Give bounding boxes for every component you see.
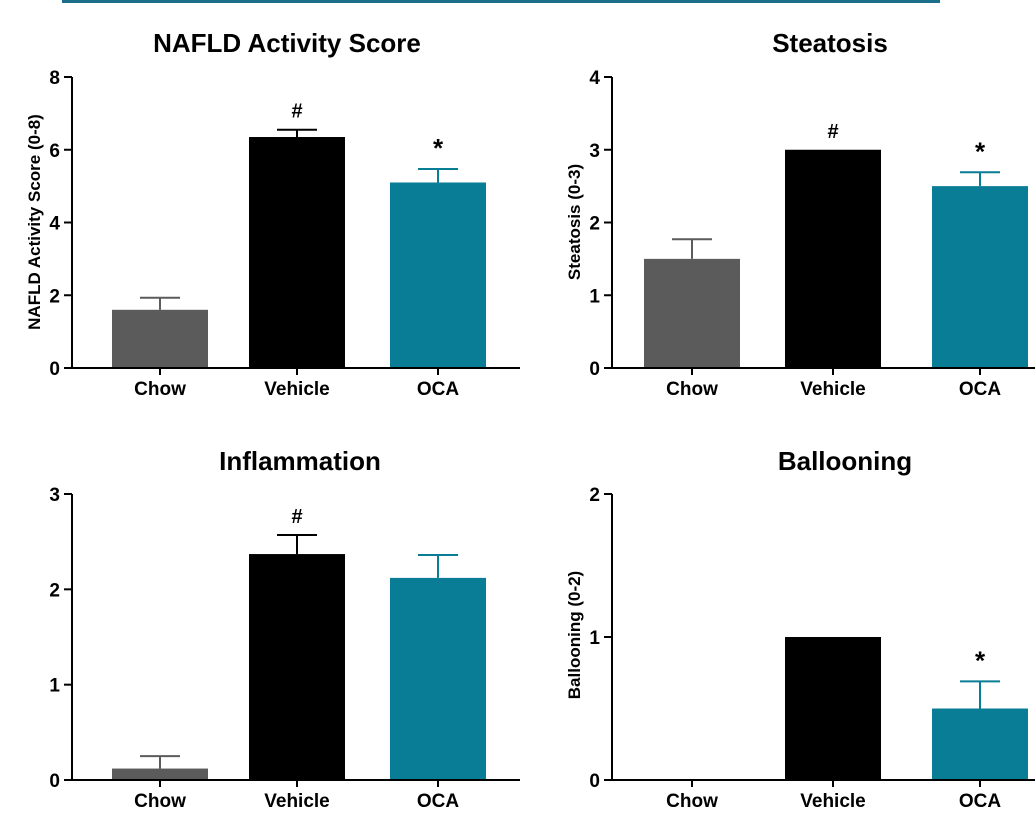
panel-ballooning: Ballooning Ballooning (0-2) * 0 1 2 Chow Vehi… (565, 446, 1035, 812)
x-tick-label: Chow (134, 791, 186, 812)
bar-vehicle (785, 637, 881, 780)
plot-area: #0 1 2 3 Chow Vehicle OCA (49, 485, 520, 812)
x-tick-label: OCA (959, 379, 1002, 400)
top-rule (62, 0, 940, 3)
y-tick-label: 6 (49, 141, 60, 162)
y-tick-label: 3 (49, 485, 60, 506)
chart-title: Steatosis (772, 28, 888, 58)
bar-oca (390, 577, 486, 780)
panel-inflammation: Inflammation #0 1 2 3 Chow Vehicle OCA (49, 446, 520, 812)
y-tick-label: 0 (49, 771, 60, 792)
x-tick-label: Vehicle (800, 379, 866, 400)
y-axis-label: Ballooning (0-2) (565, 571, 584, 699)
y-axis-label: NAFLD Activity Score (0-8) (25, 114, 44, 330)
y-tick-label: 2 (589, 214, 600, 235)
y-tick-label: 4 (589, 68, 600, 89)
x-tick-label: OCA (417, 379, 460, 400)
bar-chow (112, 768, 208, 780)
significance-hash: # (291, 506, 302, 528)
significance-star: * (975, 136, 986, 166)
y-tick-label: 8 (49, 68, 60, 89)
panel-nafld: NAFLD Activity Score NAFLD Activity Scor… (25, 28, 520, 400)
x-tick-label: Vehicle (264, 791, 330, 812)
bar-vehicle (249, 137, 345, 368)
y-tick-label: 1 (49, 676, 60, 697)
chart-title: NAFLD Activity Score (153, 28, 421, 58)
y-tick-label: 2 (49, 286, 60, 307)
bar-vehicle (249, 554, 345, 780)
y-tick-label: 4 (49, 214, 60, 235)
x-tick-label: OCA (417, 791, 460, 812)
significance-hash: # (291, 101, 302, 123)
y-tick-label: 0 (49, 359, 60, 380)
plot-area: * 0 1 2 Chow Vehicle OCA (589, 485, 1035, 812)
significance-hash: # (827, 121, 838, 143)
bar-chow (644, 258, 740, 368)
y-axis-label: Steatosis (0-3) (565, 164, 584, 280)
bar-oca (390, 182, 486, 368)
plot-area: # * 0 2 4 6 8 Chow Vehicle OCA (49, 68, 520, 400)
chart-title: Ballooning (778, 446, 912, 476)
significance-star: * (975, 645, 986, 675)
y-tick-label: 1 (589, 628, 600, 649)
y-tick-label: 1 (589, 286, 600, 307)
y-tick-label: 0 (589, 771, 600, 792)
x-tick-label: Chow (134, 379, 186, 400)
bar-oca (932, 708, 1028, 780)
bar-vehicle (785, 149, 881, 368)
x-tick-label: Vehicle (264, 379, 330, 400)
x-tick-label: Chow (666, 791, 718, 812)
y-tick-label: 3 (589, 141, 600, 162)
panel-steatosis: Steatosis Steatosis (0-3) # * 0 1 2 3 4 Chow Veh… (565, 28, 1035, 400)
y-tick-label: 2 (589, 485, 600, 506)
plot-area: # * 0 1 2 3 4 Chow Vehicle OCA (589, 68, 1035, 400)
significance-star: * (433, 133, 444, 163)
chart-title: Inflammation (219, 446, 381, 476)
y-tick-label: 0 (589, 359, 600, 380)
x-tick-label: OCA (959, 791, 1002, 812)
y-tick-label: 2 (49, 580, 60, 601)
bar-chow (112, 309, 208, 368)
bar-oca (932, 186, 1028, 368)
x-tick-label: Chow (666, 379, 718, 400)
x-tick-label: Vehicle (800, 791, 866, 812)
